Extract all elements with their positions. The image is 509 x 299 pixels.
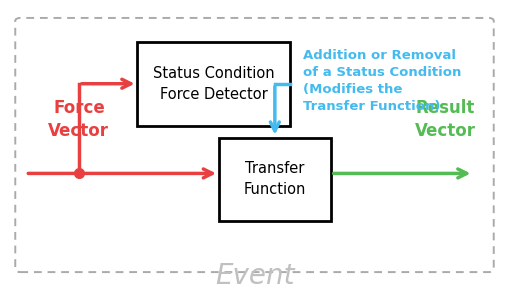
Text: Force
Vector: Force Vector — [48, 99, 109, 141]
Text: Transfer
Function: Transfer Function — [244, 161, 306, 197]
Bar — [137, 42, 290, 126]
Text: Result
Vector: Result Vector — [415, 99, 476, 141]
Text: Addition or Removal
of a Status Condition
(Modifies the
Transfer Function): Addition or Removal of a Status Conditio… — [303, 49, 461, 113]
Text: Status Condition
Force Detector: Status Condition Force Detector — [153, 66, 274, 102]
Bar — [219, 138, 331, 221]
Text: Event: Event — [215, 262, 294, 290]
